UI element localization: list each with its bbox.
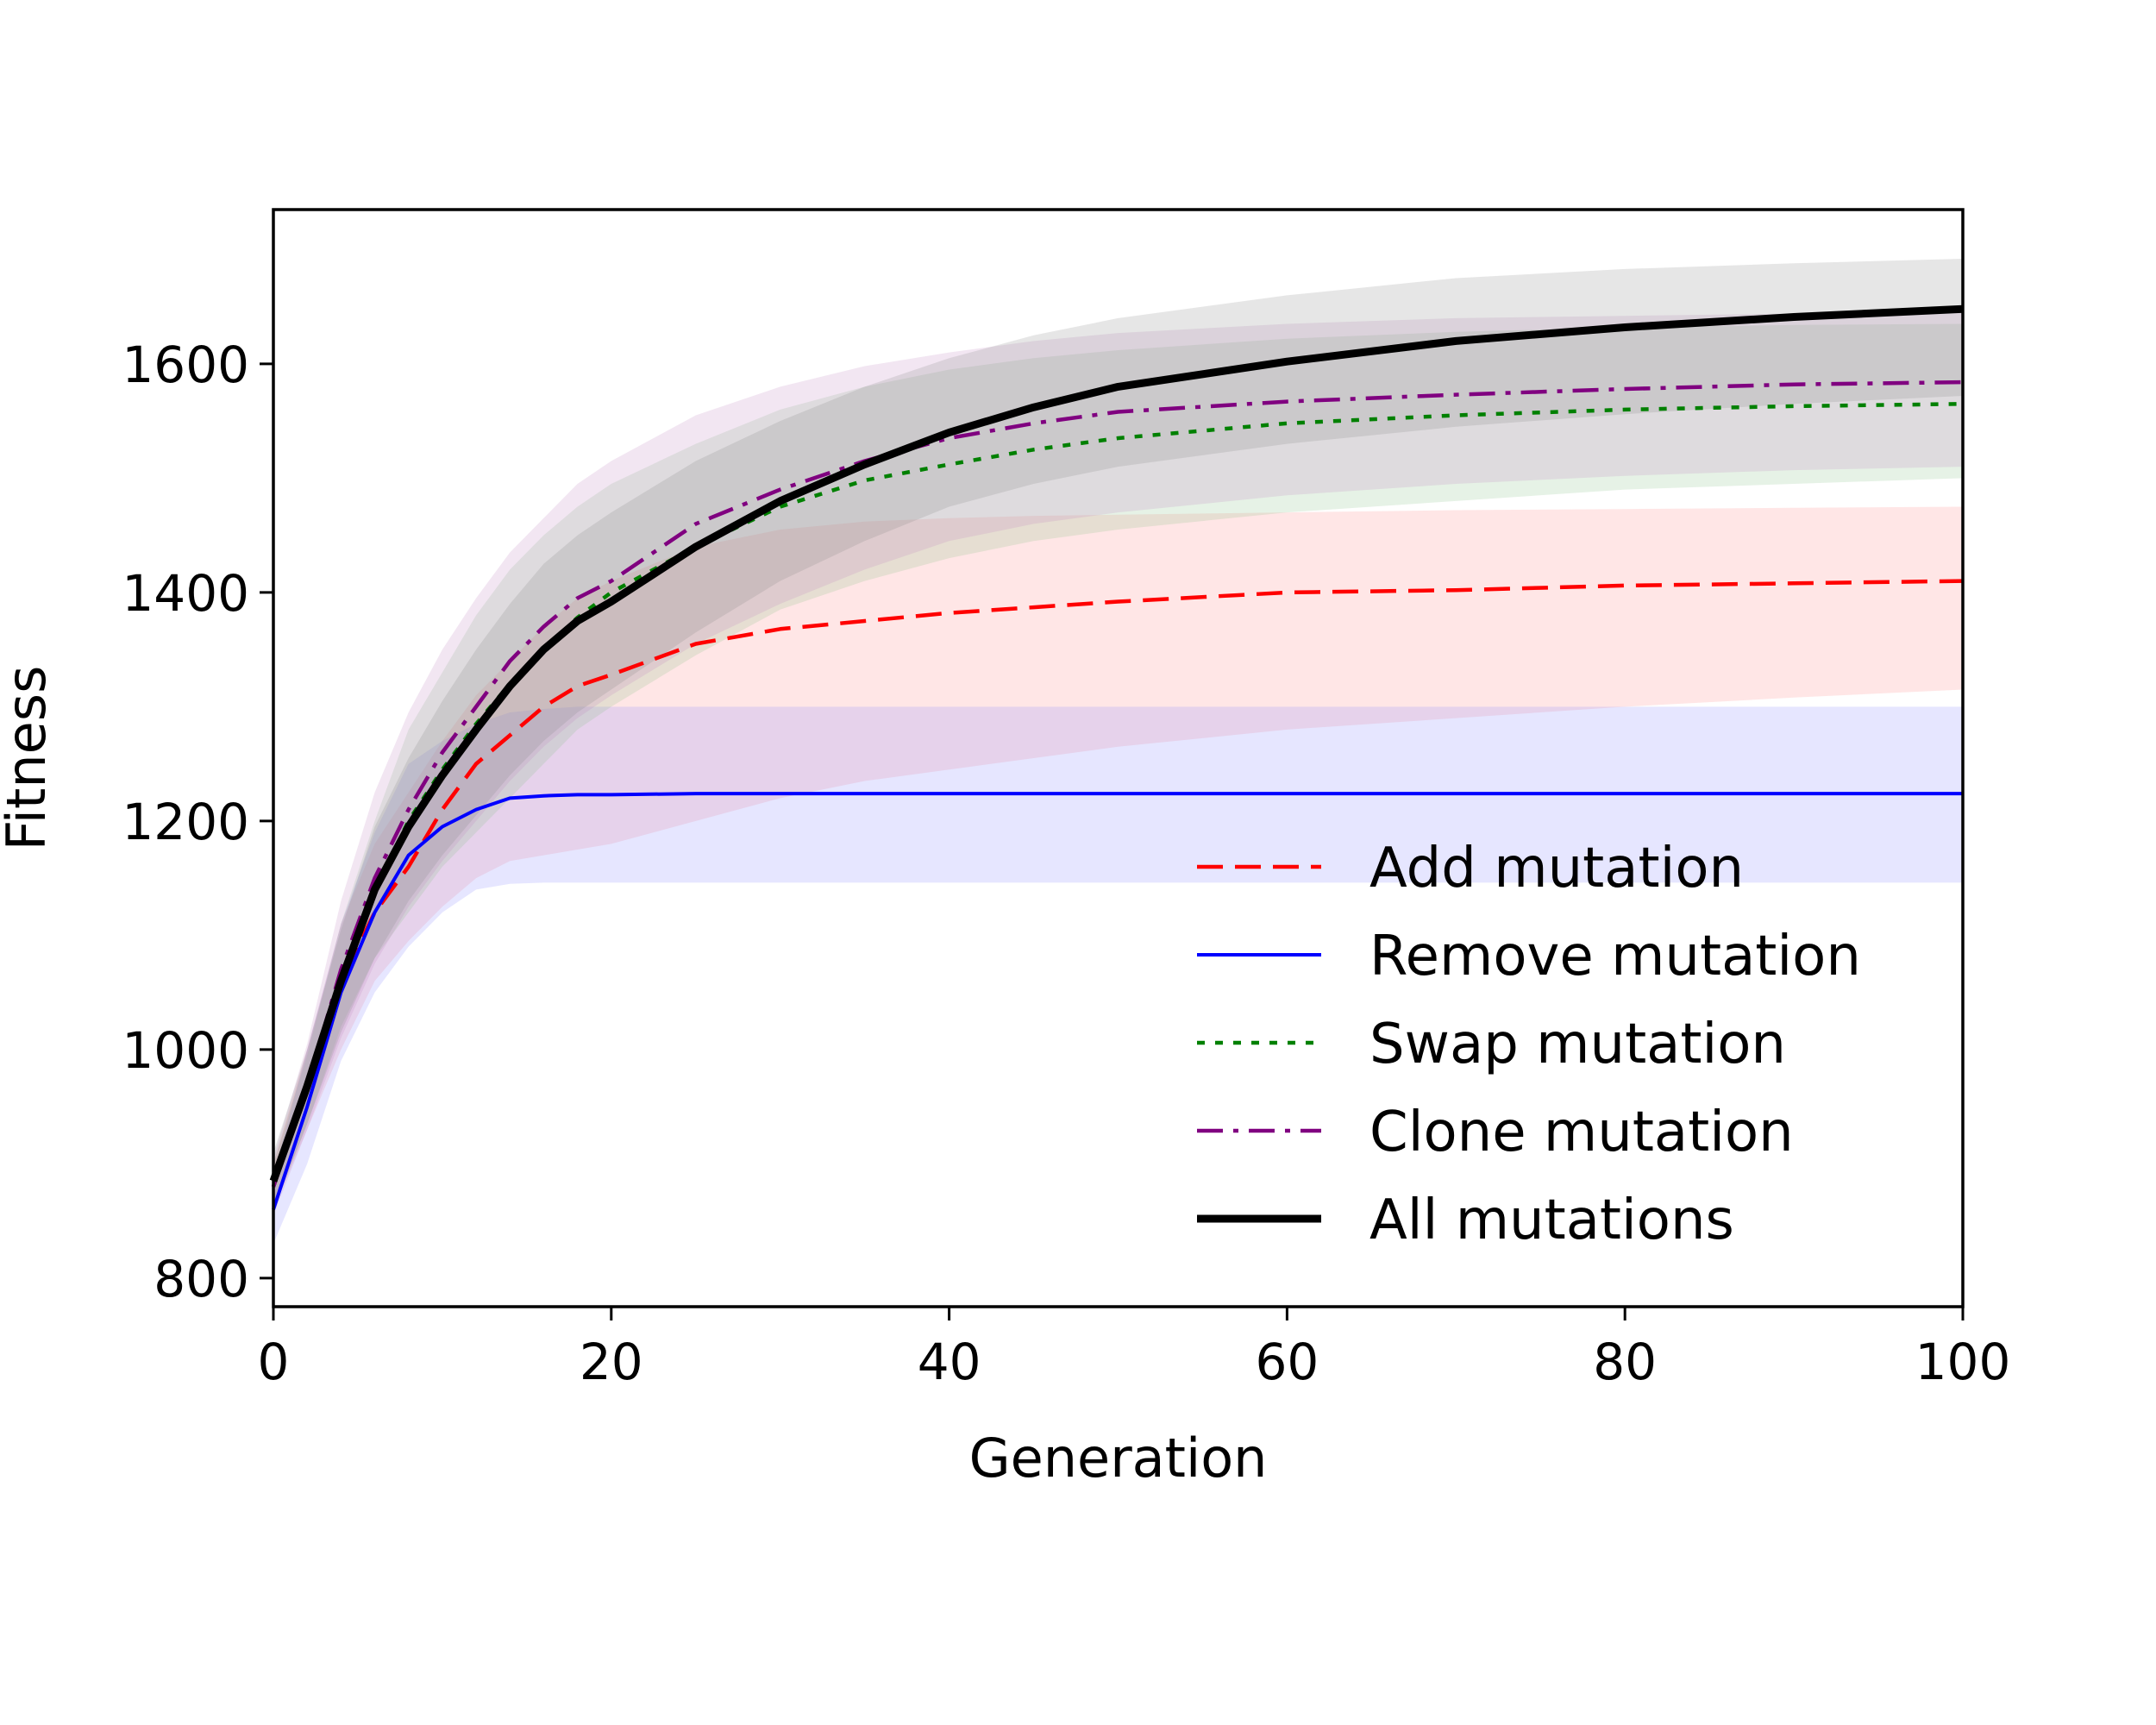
- x-tick-label: 60: [1255, 1333, 1319, 1391]
- band-series-1: [273, 506, 1963, 1210]
- x-tick-label: 40: [918, 1333, 981, 1391]
- series-lines: [269, 304, 1964, 1211]
- line-series-2: [272, 792, 1963, 1211]
- legend-label-1: Add mutation: [1369, 837, 1744, 900]
- y-tick-label: 1400: [122, 564, 249, 623]
- y-tick-label: 800: [154, 1250, 249, 1308]
- line-series-1: [271, 579, 1964, 1188]
- band-series-2: [273, 706, 1963, 1245]
- line-series-4: [271, 380, 1964, 1188]
- y-tick-label: 1000: [122, 1021, 249, 1080]
- legend: Add mutation Remove mutation Swap mutation…: [1197, 837, 1861, 1252]
- plot-frame: [272, 208, 1965, 1308]
- legend-label-4: Clone mutation: [1369, 1101, 1794, 1164]
- band-series-4: [273, 312, 1963, 1215]
- x-tick-label: 80: [1593, 1333, 1657, 1391]
- confidence-bands: [273, 259, 1963, 1245]
- x-axis-label: Generation: [969, 1427, 1268, 1490]
- y-axis-ticks: 800 1000 1200 1400 1600: [122, 336, 273, 1308]
- y-tick-label: 1200: [122, 793, 249, 851]
- x-tick-label: 20: [580, 1333, 643, 1391]
- y-axis-label: Fitness: [0, 666, 58, 851]
- x-axis-ticks: 0 20 40 60 80 100: [258, 1307, 2011, 1391]
- x-tick-label: 100: [1915, 1333, 2011, 1391]
- legend-label-5: All mutations: [1369, 1189, 1734, 1252]
- x-tick-label: 0: [258, 1333, 290, 1391]
- legend-label-2: Remove mutation: [1369, 925, 1861, 988]
- legend-label-3: Swap mutation: [1369, 1013, 1786, 1076]
- y-tick-label: 1600: [122, 336, 249, 394]
- line-series-5: [269, 304, 1964, 1182]
- band-series-5: [273, 259, 1963, 1210]
